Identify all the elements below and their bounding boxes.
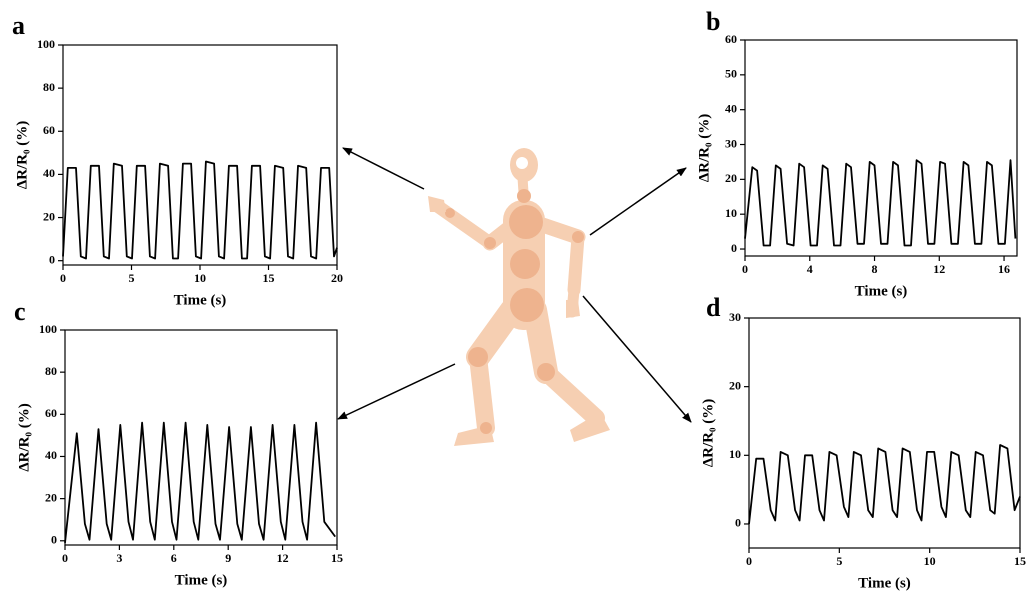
y-tick-label: 100 (37, 37, 55, 51)
x-tick-label: 12 (933, 262, 945, 276)
x-tick-label: 4 (807, 262, 813, 276)
x-tick-label: 12 (277, 551, 289, 565)
y-axis-title: ΔR/R₀ (%) (696, 114, 712, 182)
chart-panel: c 0 20 40 60 80 100 0 3 6 9 12 15 Time (s) ΔR/R₀ (%) (14, 297, 343, 588)
y-axis-title: ΔR/R₀ (%) (700, 399, 716, 467)
y-tick-label: 10 (729, 447, 741, 461)
panel-label: c (14, 297, 26, 326)
y-tick-label: 0 (731, 241, 737, 255)
plot-frame (744, 39, 1018, 257)
y-tick-label: 20 (43, 209, 55, 223)
y-tick-label: 20 (729, 378, 741, 392)
y-tick-label: 30 (725, 136, 737, 150)
panel-label: d (706, 293, 721, 322)
x-tick-label: 0 (742, 262, 748, 276)
y-tick-label: 30 (729, 310, 741, 324)
y-tick-label: 60 (45, 406, 57, 420)
x-tick-label: 5 (129, 271, 135, 285)
data-line (64, 421, 336, 543)
y-axis-title: ΔR/R₀ (%) (14, 121, 30, 189)
arrows (337, 147, 692, 423)
x-axis-title: Time (s) (175, 572, 228, 588)
y-tick-label: 0 (735, 516, 741, 530)
data-line (62, 160, 338, 260)
y-tick-label: 40 (725, 101, 737, 115)
x-tick-label: 6 (171, 551, 177, 565)
chart-panel: a 0 20 40 60 80 100 0 5 10 15 20 Time (s) ΔR/R₀ (%) (12, 11, 343, 308)
x-tick-label: 0 (60, 271, 66, 285)
plot-frame (62, 44, 338, 266)
y-tick-label: 60 (43, 123, 55, 137)
x-tick-label: 5 (836, 554, 842, 568)
chart-panel: b 0 10 20 30 40 50 60 0 4 8 12 16 Time (s) ΔR/R₀ (%) (696, 7, 1018, 299)
y-tick-label: 20 (725, 171, 737, 185)
data-line (748, 444, 1021, 525)
y-tick-label: 100 (39, 322, 57, 336)
panel-label: a (12, 11, 25, 40)
x-axis-title: Time (s) (858, 575, 911, 591)
x-tick-label: 15 (263, 271, 275, 285)
chart-panel: d 0 10 20 30 0 5 10 15 Time (s) ΔR/R₀ (%) (700, 293, 1026, 591)
x-tick-label: 0 (62, 551, 68, 565)
human-figure (428, 148, 610, 446)
y-tick-label: 40 (43, 166, 55, 180)
x-tick-label: 9 (225, 551, 231, 565)
x-axis-title: Time (s) (174, 292, 227, 308)
y-tick-label: 10 (725, 206, 737, 220)
y-tick-label: 80 (45, 364, 57, 378)
y-tick-label: 50 (725, 67, 737, 81)
x-tick-label: 10 (194, 271, 206, 285)
x-axis-title: Time (s) (855, 283, 908, 299)
plot-frame (64, 329, 338, 546)
x-tick-label: 8 (872, 262, 878, 276)
x-tick-label: 20 (331, 271, 343, 285)
y-axis-title: ΔR/R₀ (%) (16, 403, 32, 471)
y-tick-label: 20 (45, 490, 57, 504)
x-tick-label: 10 (924, 554, 936, 568)
x-tick-label: 16 (998, 262, 1010, 276)
y-tick-label: 40 (45, 448, 57, 462)
x-tick-label: 15 (1014, 554, 1026, 568)
y-tick-label: 80 (43, 80, 55, 94)
x-tick-label: 3 (116, 551, 122, 565)
data-line (744, 159, 1017, 247)
panel-label: b (706, 7, 720, 36)
x-tick-label: 15 (331, 551, 343, 565)
plot-frame (748, 317, 1021, 549)
y-tick-label: 0 (49, 252, 55, 266)
x-tick-label: 0 (746, 554, 752, 568)
y-tick-label: 0 (51, 533, 57, 547)
y-tick-label: 60 (725, 32, 737, 46)
